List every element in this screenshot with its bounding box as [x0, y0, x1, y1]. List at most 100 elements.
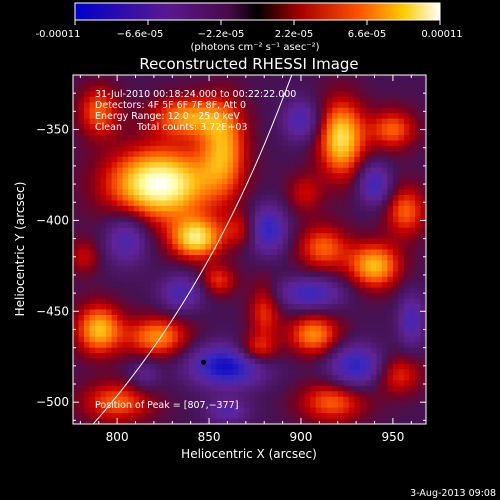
heatmap-cell	[414, 331, 422, 338]
heatmap-cell	[205, 347, 212, 354]
heatmap-cell	[343, 238, 350, 245]
heatmap-cell	[232, 320, 240, 327]
heatmap-cell	[271, 293, 278, 300]
heatmap-cell	[337, 238, 344, 245]
heatmap-cell	[271, 118, 278, 125]
heatmap-cell	[210, 85, 218, 92]
heatmap-cell	[255, 418, 262, 424]
heatmap-cell	[414, 407, 422, 414]
heatmap-cell	[84, 194, 91, 202]
heatmap-cell	[260, 298, 267, 305]
heatmap-cell	[194, 156, 201, 163]
heatmap-cell	[310, 276, 317, 283]
colorbar	[74, 2, 441, 21]
heatmap-cell	[100, 374, 107, 381]
heatmap-cell	[183, 85, 190, 92]
heatmap-cell	[337, 113, 344, 120]
heatmap-cell	[188, 391, 195, 398]
heatmap-cell	[310, 380, 317, 387]
heatmap-cell	[194, 336, 201, 343]
heatmap-cell	[84, 107, 91, 114]
heatmap-cell	[188, 331, 195, 338]
heatmap-cell	[84, 374, 91, 381]
heatmap-cell	[194, 260, 201, 267]
heatmap-cell	[359, 304, 366, 311]
heatmap-cell	[381, 309, 388, 316]
heatmap-cell	[381, 227, 388, 234]
heatmap-cell	[155, 233, 162, 240]
heatmap-cell	[403, 391, 411, 398]
heatmap-cell	[359, 353, 366, 360]
peak-position-label: Position of Peak = [807,−377]	[95, 400, 238, 411]
heatmap-cell	[392, 129, 400, 136]
heatmap-cell	[359, 222, 366, 229]
heatmap-cell	[117, 227, 124, 234]
heatmap-cell	[420, 260, 426, 267]
heatmap-cell	[73, 396, 80, 403]
heatmap-cell	[155, 129, 162, 136]
heatmap-cell	[133, 407, 140, 414]
heatmap-cell	[144, 233, 151, 240]
heatmap-cell	[227, 254, 234, 261]
heatmap-cell	[420, 309, 426, 316]
heatmap-cell	[249, 189, 256, 196]
heatmap-cell	[128, 184, 135, 191]
heatmap-cell	[266, 249, 273, 256]
heatmap-cell	[365, 276, 372, 283]
heatmap-cell	[188, 85, 195, 92]
heatmap-cell	[216, 293, 223, 300]
heatmap-cell	[205, 364, 212, 371]
heatmap-cell	[139, 293, 146, 300]
heatmap-cell	[172, 413, 179, 420]
heatmap-cell	[249, 271, 256, 278]
heatmap-cell	[381, 244, 388, 251]
heatmap-cell	[89, 211, 96, 218]
heatmap-cell	[111, 254, 118, 261]
heatmap-cell	[332, 374, 339, 381]
heatmap-cell	[100, 265, 107, 272]
heatmap-cell	[117, 233, 124, 240]
heatmap-cell	[89, 407, 96, 414]
heatmap-cell	[277, 249, 284, 256]
heatmap-cell	[150, 222, 157, 229]
heatmap-cell	[260, 211, 267, 218]
heatmap-cell	[95, 304, 102, 311]
heatmap-cell	[376, 374, 383, 381]
heatmap-cell	[128, 200, 135, 207]
heatmap-cell	[117, 200, 124, 207]
heatmap-cell	[106, 293, 113, 300]
heatmap-cell	[315, 353, 322, 360]
heatmap-cell	[227, 380, 234, 387]
heatmap-cell	[370, 102, 377, 109]
heatmap-cell	[354, 167, 361, 174]
heatmap-cell	[343, 205, 350, 212]
heatmap-cell	[139, 124, 146, 131]
heatmap-cell	[392, 320, 400, 327]
heatmap-cell	[166, 374, 173, 381]
heatmap-cell	[376, 184, 383, 191]
heatmap-cell	[365, 244, 372, 251]
heatmap-cell	[387, 80, 394, 87]
heatmap-cell	[232, 85, 240, 92]
heatmap-cell	[221, 276, 229, 283]
heatmap-cell	[249, 293, 256, 300]
heatmap-cell	[133, 178, 140, 185]
heatmap-cell	[381, 282, 388, 289]
heatmap-cell	[365, 96, 372, 103]
heatmap-cell	[359, 80, 366, 87]
heatmap-cell	[326, 244, 333, 251]
heatmap-cell	[260, 227, 267, 234]
heatmap-cell	[177, 200, 184, 207]
heatmap-cell	[260, 249, 267, 256]
heatmap-cell	[73, 276, 80, 283]
heatmap-cell	[260, 342, 267, 349]
heatmap-cell	[95, 282, 102, 289]
heatmap-cell	[221, 91, 229, 98]
heatmap-cell	[255, 260, 262, 267]
heatmap-cell	[199, 380, 206, 387]
heatmap-cell	[95, 124, 102, 131]
heatmap-cell	[150, 156, 157, 163]
heatmap-cell	[216, 374, 223, 381]
heatmap-cell	[133, 418, 140, 424]
heatmap-cell	[409, 347, 416, 354]
